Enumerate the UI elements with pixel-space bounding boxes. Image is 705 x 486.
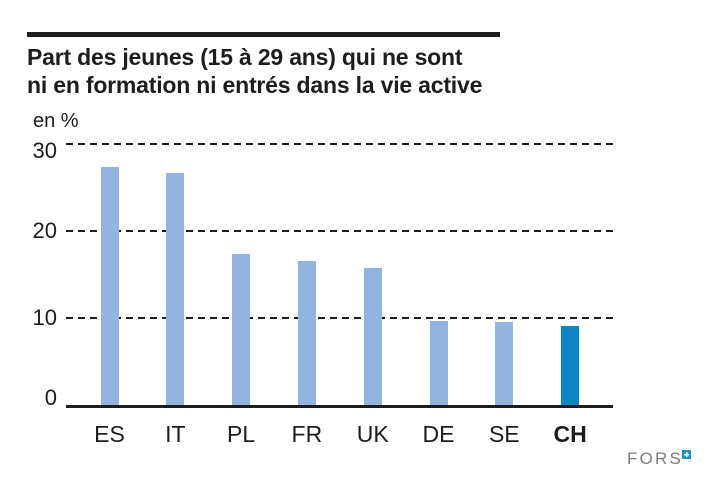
y-tick-label-10: 10	[32, 305, 57, 330]
bar-IT	[166, 172, 185, 405]
x-label-FR: FR	[291, 421, 323, 447]
title-rule	[27, 32, 500, 37]
x-axis-labels: ES IT PL FR UK DE SE CH	[66, 421, 613, 451]
figure-title: Part des jeunes (15 à 29 ans) qui ne son…	[27, 43, 482, 99]
x-label-SE: SE	[488, 421, 520, 447]
x-label-IT: IT	[165, 421, 186, 447]
bar-FR	[297, 260, 316, 405]
bar-UK	[363, 268, 382, 405]
y-axis-unit-label: en %	[33, 110, 79, 132]
fors-logo-text: FORS	[627, 449, 684, 468]
fors-logo: FORS	[627, 449, 691, 470]
figure-title-line1: Part des jeunes (15 à 29 ans) qui ne son…	[27, 44, 463, 70]
bar-SE	[495, 322, 514, 405]
y-tick-label-30: 30	[32, 138, 57, 163]
bar-DE	[429, 320, 448, 405]
x-label-DE: DE	[422, 421, 455, 447]
gridline-10	[66, 317, 613, 319]
x-label-ES: ES	[94, 421, 125, 447]
x-label-PL: PL	[227, 421, 256, 447]
bar-PL	[232, 253, 251, 405]
y-tick-label-20: 20	[32, 218, 57, 243]
figure-title-line2: ni en formation ni entrés dans la vie ac…	[27, 72, 483, 98]
fors-logo-square-icon	[682, 450, 691, 459]
bar-chart: 0 10 20 30 ES IT PL FR UK DE SE CH	[0, 140, 705, 454]
gridline-30	[66, 143, 613, 145]
plot-area	[66, 143, 613, 408]
x-label-CH: CH	[553, 421, 587, 447]
x-label-UK: UK	[356, 421, 389, 447]
bar-CH	[561, 325, 580, 405]
bar-ES	[100, 166, 119, 405]
y-axis-labels: 0 10 20 30	[0, 140, 57, 409]
gridline-20	[66, 230, 613, 232]
y-tick-label-0: 0	[44, 385, 57, 410]
